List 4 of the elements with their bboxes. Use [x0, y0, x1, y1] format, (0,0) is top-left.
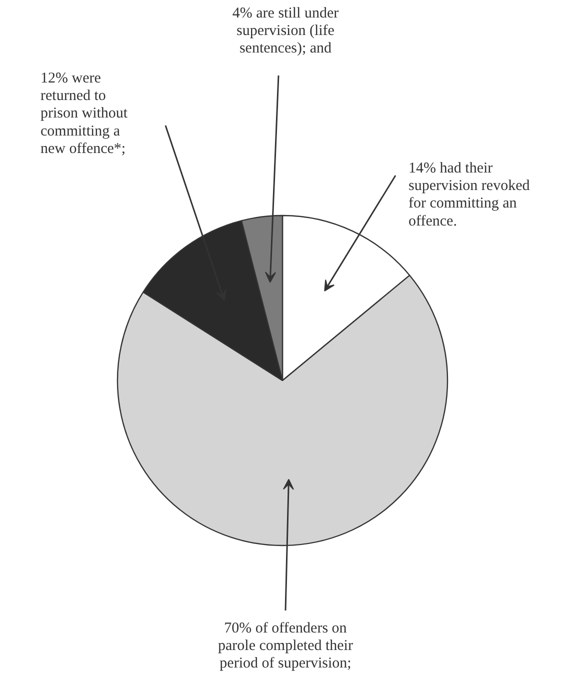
text: 70% of offenders on parole completed their period of supervision;: [218, 620, 353, 672]
text: 12% were returned to prison without committing a new offence*;: [40, 70, 128, 157]
text: 4% are still under supervision (life sentences); and: [232, 6, 339, 57]
text: 14% had their supervision revoked for committing an offence.: [408, 160, 530, 230]
